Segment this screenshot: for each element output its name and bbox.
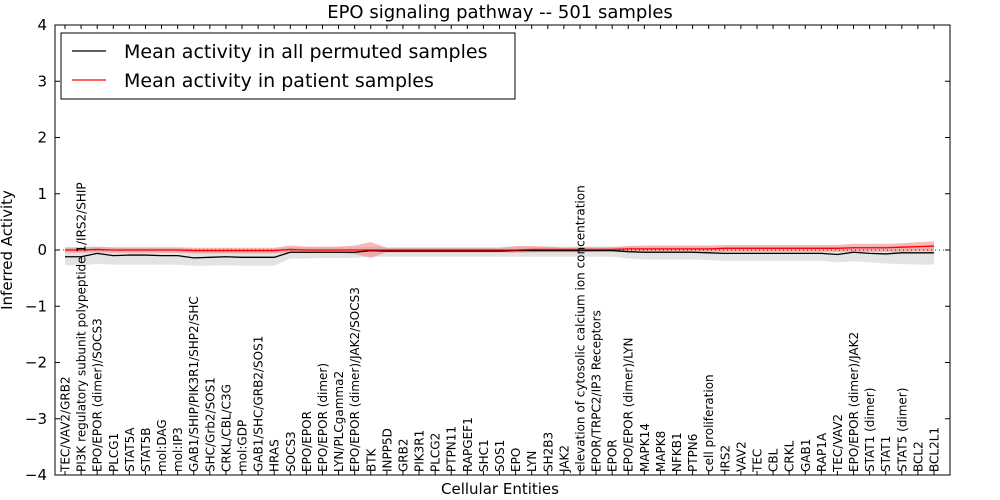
legend-label-patient: Mean activity in patient samples bbox=[124, 70, 434, 92]
category-label: GAB1/SHC/GRB2/SOS1 bbox=[252, 336, 266, 472]
legend-box bbox=[60, 32, 516, 100]
category-label: STAT5A bbox=[123, 427, 137, 472]
y-tick-label: 2 bbox=[37, 129, 47, 147]
category-label: cell proliferation bbox=[702, 374, 716, 472]
category-label: EPO/EPOR (dimer)/LYN bbox=[622, 338, 636, 472]
category-label: BCL2 bbox=[911, 441, 925, 472]
category-label: NFKB1 bbox=[670, 432, 684, 472]
category-label: LYN bbox=[525, 451, 539, 472]
chart-title: EPO signaling pathway -- 501 samples bbox=[327, 2, 673, 23]
category-label: EPO/EPOR (dimer)/SOCS3 bbox=[91, 318, 105, 472]
category-label: EPO/EPOR (dimer)/JAK2/SOCS3 bbox=[348, 287, 362, 472]
category-label: PLCG1 bbox=[107, 433, 121, 472]
category-label: STAT5B bbox=[139, 428, 153, 473]
y-tick-label: 0 bbox=[37, 241, 47, 259]
category-label: mol:DAG bbox=[155, 419, 169, 472]
category-label: EPOR bbox=[606, 439, 620, 472]
y-tick-label: 3 bbox=[37, 72, 47, 90]
category-label: PTPN11 bbox=[445, 426, 459, 472]
category-label: CBL bbox=[767, 448, 781, 472]
category-label: STAT1 bbox=[879, 436, 893, 472]
y-axis-ticks: −4 −3 −2 −1 0 1 2 3 4 bbox=[25, 16, 950, 484]
category-label: CRKL/CBL/C3G bbox=[219, 384, 233, 472]
category-label: SHC/Grb2/SOS1 bbox=[203, 377, 217, 472]
category-label: RAP1A bbox=[815, 432, 829, 472]
category-label: TEC/VAV2 bbox=[831, 414, 845, 473]
x-axis-title: Cellular Entities bbox=[441, 480, 559, 498]
category-label: BCL2L1 bbox=[928, 427, 942, 472]
category-label: EPO/EPOR (dimer) bbox=[316, 363, 330, 472]
category-label: INPP5D bbox=[380, 428, 394, 472]
category-label: SOCS3 bbox=[284, 431, 298, 472]
category-label: SH2B3 bbox=[541, 432, 555, 472]
category-label: PI3K regulatory subunit polypeptide 1/IR… bbox=[75, 182, 89, 472]
category-label: PIK3R1 bbox=[413, 430, 427, 472]
category-label: EPOR/TRPC2/IP3 Receptors bbox=[590, 310, 604, 472]
category-label: VAV2 bbox=[734, 441, 748, 472]
series-line-permuted bbox=[65, 249, 934, 259]
category-label: PLCG2 bbox=[429, 433, 443, 472]
category-label: mol:IP3 bbox=[171, 427, 185, 472]
category-label: mol:GDP bbox=[236, 420, 250, 472]
category-label: RAPGEF1 bbox=[461, 417, 475, 472]
category-label: TEC/VAV2/GRB2 bbox=[59, 376, 73, 473]
category-label: JAK2 bbox=[557, 445, 571, 473]
y-tick-label: −2 bbox=[25, 354, 47, 372]
series-lines bbox=[55, 245, 950, 259]
category-label: GAB1/SHIP/PIK3R1/SHP2/SHC bbox=[187, 296, 201, 472]
y-tick-label: −1 bbox=[25, 297, 47, 315]
category-label: PTPN6 bbox=[686, 434, 700, 472]
category-label: GRB2 bbox=[396, 438, 410, 472]
category-label: HRAS bbox=[268, 439, 282, 472]
category-label: elevation of cytosolic calcium ion conce… bbox=[573, 185, 587, 472]
legend-label-permuted: Mean activity in all permuted samples bbox=[124, 41, 487, 63]
y-tick-label: 1 bbox=[37, 185, 47, 203]
category-label: IRS2 bbox=[718, 445, 732, 472]
category-label: BTK bbox=[364, 447, 378, 472]
category-label: TEC bbox=[750, 449, 764, 473]
y-tick-label: −3 bbox=[25, 410, 47, 428]
category-label: SHC1 bbox=[477, 439, 491, 472]
category-label: STAT5 (dimer) bbox=[895, 388, 909, 472]
category-label: MAPK14 bbox=[638, 423, 652, 472]
category-labels: TEC/VAV2/GRB2 PI3K regulatory subunit pol… bbox=[59, 182, 942, 473]
legend: Mean activity in all permuted samples Me… bbox=[60, 32, 516, 100]
category-label: STAT1 (dimer) bbox=[863, 388, 877, 472]
category-label: LYN/PLCgamma2 bbox=[332, 371, 346, 472]
x-axis-ticks bbox=[64, 25, 935, 475]
category-label: EPO bbox=[509, 448, 523, 472]
y-tick-label: 4 bbox=[37, 16, 47, 34]
series-line-patient bbox=[65, 245, 935, 252]
y-tick-label: −4 bbox=[25, 466, 47, 484]
category-label: EPO/EPOR (dimer)/JAK2 bbox=[847, 332, 861, 472]
category-label: EPO/EPOR bbox=[300, 411, 314, 472]
category-label: MAPK8 bbox=[654, 431, 668, 472]
category-label: GAB1 bbox=[799, 439, 813, 472]
y-axis-title: Inferred Activity bbox=[0, 190, 16, 310]
category-label: SOS1 bbox=[493, 440, 507, 472]
category-label: CRKL bbox=[783, 440, 797, 472]
